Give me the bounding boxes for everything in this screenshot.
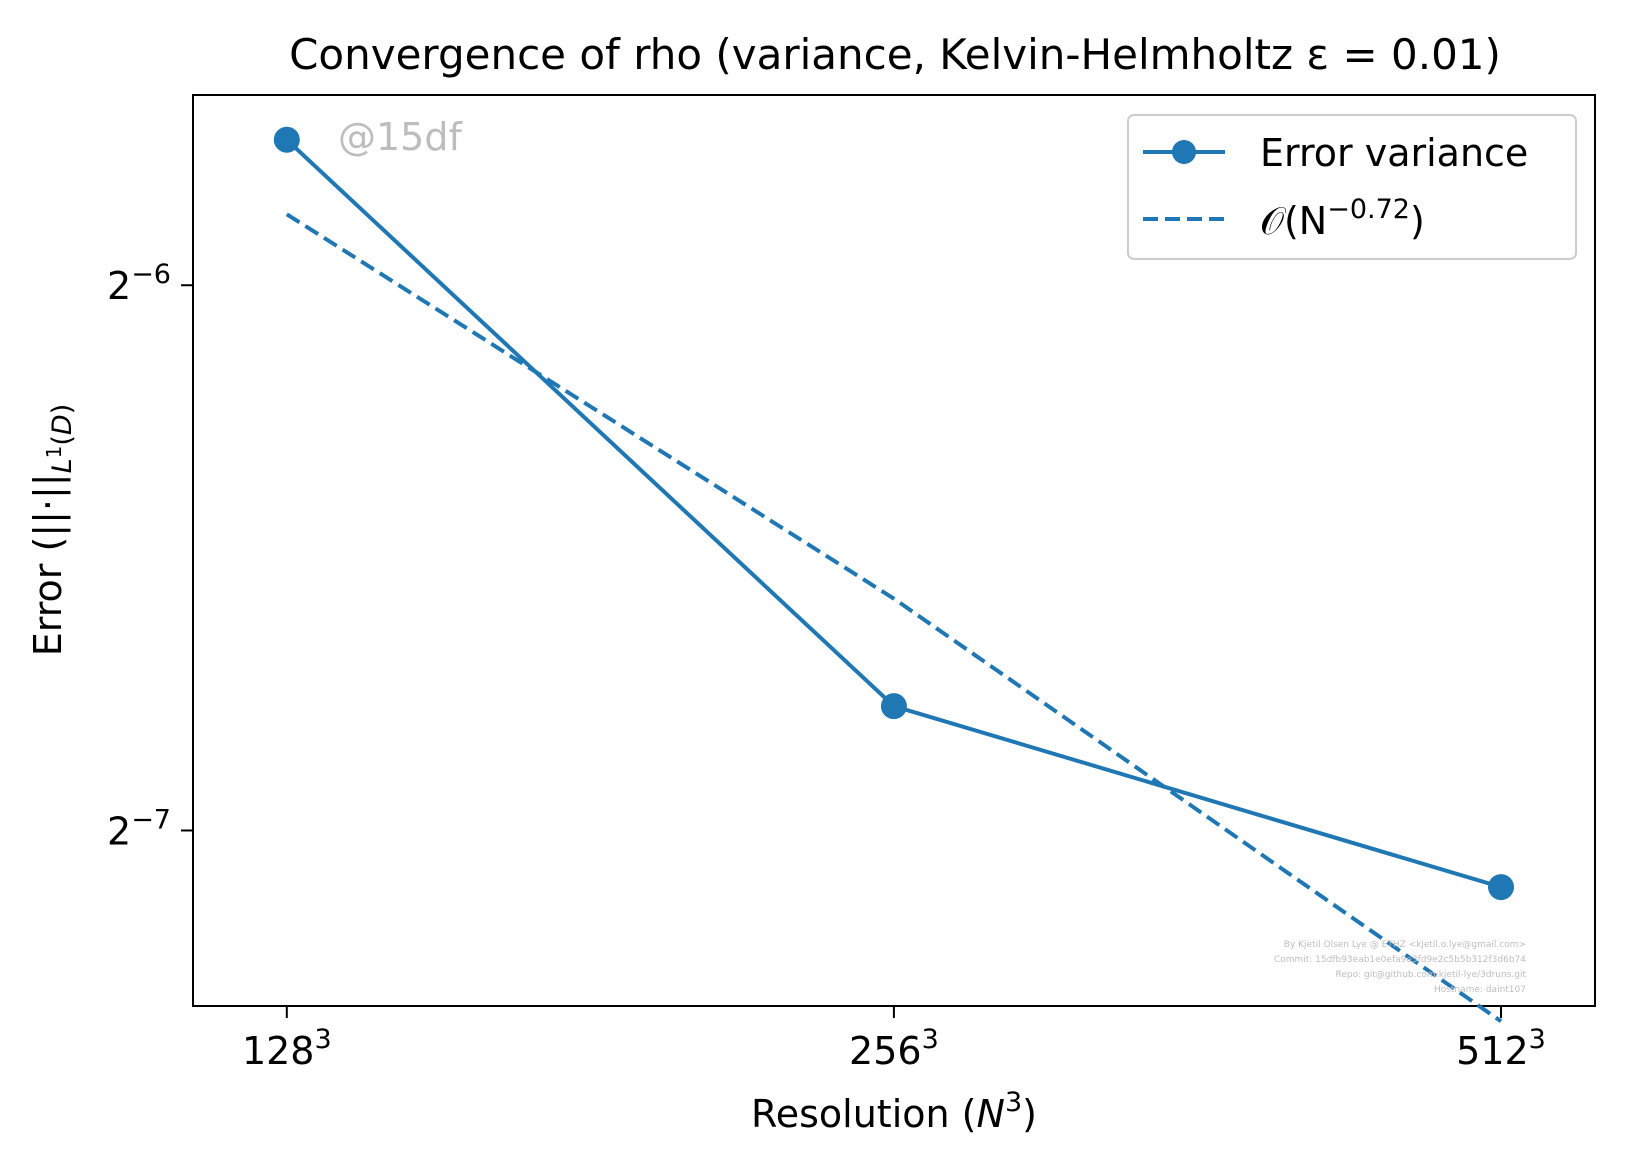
legend-entry-rate: 𝒪(N−0.72) (1143, 194, 1425, 243)
x-axis-ticks: 1283 2563 5123 (242, 1006, 1546, 1073)
legend: Error variance 𝒪(N−0.72) (1127, 114, 1577, 260)
x-axis-label: Resolution (N3) (751, 1087, 1037, 1136)
legend-rate-exponent: −0.72 (1327, 194, 1410, 225)
footer-author: By Kjetil Olsen Lye @ ETHZ <kjetil.o.lye… (1284, 940, 1526, 950)
x-tick-base: 128 (242, 1029, 315, 1073)
x-tick-label: 1283 (242, 1024, 332, 1073)
x-tick-base: 256 (849, 1029, 922, 1073)
x-tick-exponent: 3 (1529, 1024, 1546, 1055)
y-tick-base: 2 (107, 809, 131, 853)
y-tick-exponent: −7 (131, 804, 171, 835)
legend-box (1127, 114, 1577, 260)
commit-annotation: @15df (338, 115, 463, 159)
y-axis-label: Error (||·||L1(D) (26, 404, 78, 657)
y-axis-ticks: 2−62−7 (107, 259, 193, 853)
data-point-marker (1488, 874, 1515, 901)
x-tick-label: 2563 (849, 1024, 939, 1073)
footer-hostname: Hostname: daint107 (1434, 985, 1526, 995)
x-tick-exponent: 3 (314, 1024, 331, 1055)
x-tick-exponent: 3 (922, 1024, 939, 1055)
legend-entry-error-variance: Error variance (1143, 131, 1528, 175)
y-tick-label: 2−7 (107, 804, 171, 853)
legend-label-error-variance: Error variance (1260, 131, 1528, 175)
data-point-marker (880, 693, 907, 720)
legend-rate-suffix: ) (1410, 199, 1425, 243)
y-tick-exponent: −6 (131, 259, 171, 290)
legend-rate-prefix: 𝒪(N (1260, 199, 1327, 243)
x-tick-base: 512 (1456, 1029, 1529, 1073)
legend-label-rate: 𝒪(N−0.72) (1260, 194, 1425, 243)
legend-marker (1172, 140, 1196, 164)
footer-info: By Kjetil Olsen Lye @ ETHZ <kjetil.o.lye… (1274, 940, 1527, 995)
chart-title: Convergence of rho (variance, Kelvin-Hel… (289, 30, 1501, 79)
series-layer (273, 126, 1515, 1023)
series-line-rate-fit (285, 212, 1503, 1023)
y-tick-base: 2 (107, 264, 131, 308)
y-tick-label: 2−6 (107, 259, 171, 308)
x-tick-label: 5123 (1456, 1024, 1546, 1073)
data-point-marker (273, 126, 300, 153)
footer-repo: Repo: git@github.com:kjetil-lye/3druns.g… (1336, 970, 1527, 980)
footer-commit: Commit: 15dfb93eab1e0efa9e3fd9e2c5b5b312… (1274, 955, 1526, 965)
